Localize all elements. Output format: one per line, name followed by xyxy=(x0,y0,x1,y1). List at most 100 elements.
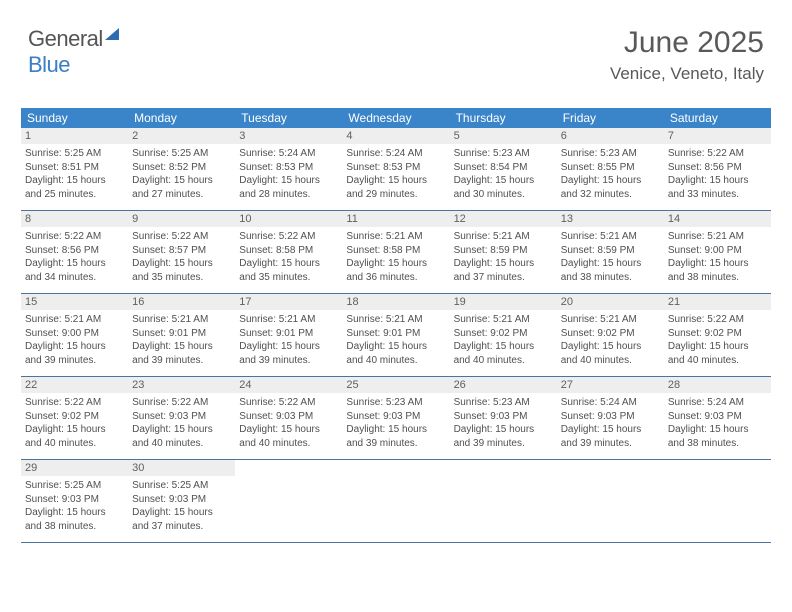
sail-icon xyxy=(105,28,119,40)
day-cell: 7Sunrise: 5:22 AMSunset: 8:56 PMDaylight… xyxy=(664,128,771,210)
sunrise-text: Sunrise: 5:23 AM xyxy=(454,147,553,161)
sunrise-text: Sunrise: 5:25 AM xyxy=(25,479,124,493)
sunset-text: Sunset: 9:02 PM xyxy=(668,327,767,341)
day-cell: 16Sunrise: 5:21 AMSunset: 9:01 PMDayligh… xyxy=(128,294,235,376)
day-number: 30 xyxy=(128,460,235,476)
sunset-text: Sunset: 8:52 PM xyxy=(132,161,231,175)
daylight-text: Daylight: 15 hours xyxy=(454,174,553,188)
sunset-text: Sunset: 9:02 PM xyxy=(25,410,124,424)
day-number: 2 xyxy=(128,128,235,144)
daylight-text: Daylight: 15 hours xyxy=(454,340,553,354)
day-number: 8 xyxy=(21,211,128,227)
sunrise-text: Sunrise: 5:22 AM xyxy=(239,230,338,244)
daylight-text: Daylight: 15 hours xyxy=(25,506,124,520)
daylight-text: Daylight: 15 hours xyxy=(668,174,767,188)
week-row: 15Sunrise: 5:21 AMSunset: 9:00 PMDayligh… xyxy=(21,294,771,377)
sunrise-text: Sunrise: 5:22 AM xyxy=(132,230,231,244)
daylight-text: and 29 minutes. xyxy=(346,188,445,202)
sunrise-text: Sunrise: 5:22 AM xyxy=(668,313,767,327)
sunrise-text: Sunrise: 5:21 AM xyxy=(346,313,445,327)
daylight-text: Daylight: 15 hours xyxy=(132,423,231,437)
sunrise-text: Sunrise: 5:22 AM xyxy=(668,147,767,161)
daylight-text: Daylight: 15 hours xyxy=(346,423,445,437)
daylight-text: Daylight: 15 hours xyxy=(25,423,124,437)
weekday-thursday: Thursday xyxy=(450,108,557,128)
calendar: Sunday Monday Tuesday Wednesday Thursday… xyxy=(21,108,771,543)
sunrise-text: Sunrise: 5:21 AM xyxy=(454,230,553,244)
day-number: 24 xyxy=(235,377,342,393)
day-cell: 4Sunrise: 5:24 AMSunset: 8:53 PMDaylight… xyxy=(342,128,449,210)
weekday-tuesday: Tuesday xyxy=(235,108,342,128)
sunrise-text: Sunrise: 5:22 AM xyxy=(25,396,124,410)
daylight-text: Daylight: 15 hours xyxy=(561,340,660,354)
day-number: 3 xyxy=(235,128,342,144)
sunset-text: Sunset: 8:53 PM xyxy=(346,161,445,175)
day-cell: 15Sunrise: 5:21 AMSunset: 9:00 PMDayligh… xyxy=(21,294,128,376)
daylight-text: and 39 minutes. xyxy=(454,437,553,451)
day-cell: 21Sunrise: 5:22 AMSunset: 9:02 PMDayligh… xyxy=(664,294,771,376)
day-number: 16 xyxy=(128,294,235,310)
daylight-text: and 40 minutes. xyxy=(561,354,660,368)
sunrise-text: Sunrise: 5:22 AM xyxy=(132,396,231,410)
sunset-text: Sunset: 9:03 PM xyxy=(454,410,553,424)
sunset-text: Sunset: 9:01 PM xyxy=(346,327,445,341)
day-number: 10 xyxy=(235,211,342,227)
daylight-text: Daylight: 15 hours xyxy=(239,423,338,437)
logo-general: General xyxy=(28,26,103,51)
daylight-text: and 37 minutes. xyxy=(132,520,231,534)
daylight-text: Daylight: 15 hours xyxy=(132,340,231,354)
daylight-text: and 39 minutes. xyxy=(25,354,124,368)
daylight-text: and 34 minutes. xyxy=(25,271,124,285)
sunset-text: Sunset: 8:56 PM xyxy=(668,161,767,175)
daylight-text: and 40 minutes. xyxy=(25,437,124,451)
sunset-text: Sunset: 8:59 PM xyxy=(561,244,660,258)
sunset-text: Sunset: 9:00 PM xyxy=(668,244,767,258)
day-number: 19 xyxy=(450,294,557,310)
daylight-text: and 39 minutes. xyxy=(561,437,660,451)
daylight-text: Daylight: 15 hours xyxy=(239,340,338,354)
sunrise-text: Sunrise: 5:21 AM xyxy=(346,230,445,244)
daylight-text: and 36 minutes. xyxy=(346,271,445,285)
day-number: 4 xyxy=(342,128,449,144)
day-cell: 20Sunrise: 5:21 AMSunset: 9:02 PMDayligh… xyxy=(557,294,664,376)
daylight-text: Daylight: 15 hours xyxy=(25,257,124,271)
weekday-header: Sunday Monday Tuesday Wednesday Thursday… xyxy=(21,108,771,128)
day-number: 9 xyxy=(128,211,235,227)
sunrise-text: Sunrise: 5:25 AM xyxy=(25,147,124,161)
daylight-text: Daylight: 15 hours xyxy=(454,257,553,271)
weekday-friday: Friday xyxy=(557,108,664,128)
sunrise-text: Sunrise: 5:23 AM xyxy=(346,396,445,410)
day-number: 12 xyxy=(450,211,557,227)
day-number: 21 xyxy=(664,294,771,310)
daylight-text: and 40 minutes. xyxy=(132,437,231,451)
daylight-text: Daylight: 15 hours xyxy=(239,174,338,188)
daylight-text: and 40 minutes. xyxy=(668,354,767,368)
sunset-text: Sunset: 8:54 PM xyxy=(454,161,553,175)
daylight-text: and 40 minutes. xyxy=(454,354,553,368)
daylight-text: Daylight: 15 hours xyxy=(25,340,124,354)
sunrise-text: Sunrise: 5:25 AM xyxy=(132,479,231,493)
day-number: 17 xyxy=(235,294,342,310)
day-cell: 18Sunrise: 5:21 AMSunset: 9:01 PMDayligh… xyxy=(342,294,449,376)
daylight-text: Daylight: 15 hours xyxy=(668,257,767,271)
sunrise-text: Sunrise: 5:24 AM xyxy=(239,147,338,161)
day-cell: 22 Sunrise: 5:22 AMSunset: 9:02 PMDayligh… xyxy=(21,377,128,459)
daylight-text: and 32 minutes. xyxy=(561,188,660,202)
day-number: 11 xyxy=(342,211,449,227)
sunset-text: Sunset: 8:57 PM xyxy=(132,244,231,258)
sunrise-text: Sunrise: 5:21 AM xyxy=(454,313,553,327)
sunrise-text: Sunrise: 5:22 AM xyxy=(239,396,338,410)
daylight-text: and 39 minutes. xyxy=(346,437,445,451)
day-number: 22 xyxy=(21,377,128,393)
day-cell: 5Sunrise: 5:23 AMSunset: 8:54 PMDaylight… xyxy=(450,128,557,210)
daylight-text: and 25 minutes. xyxy=(25,188,124,202)
daylight-text: Daylight: 15 hours xyxy=(668,423,767,437)
daylight-text: Daylight: 15 hours xyxy=(346,340,445,354)
week-row: 8Sunrise: 5:22 AMSunset: 8:56 PMDaylight… xyxy=(21,211,771,294)
weekday-sunday: Sunday xyxy=(21,108,128,128)
daylight-text: and 35 minutes. xyxy=(239,271,338,285)
day-cell: 28Sunrise: 5:24 AMSunset: 9:03 PMDayligh… xyxy=(664,377,771,459)
daylight-text: Daylight: 15 hours xyxy=(25,174,124,188)
day-number: 15 xyxy=(21,294,128,310)
sunrise-text: Sunrise: 5:25 AM xyxy=(132,147,231,161)
